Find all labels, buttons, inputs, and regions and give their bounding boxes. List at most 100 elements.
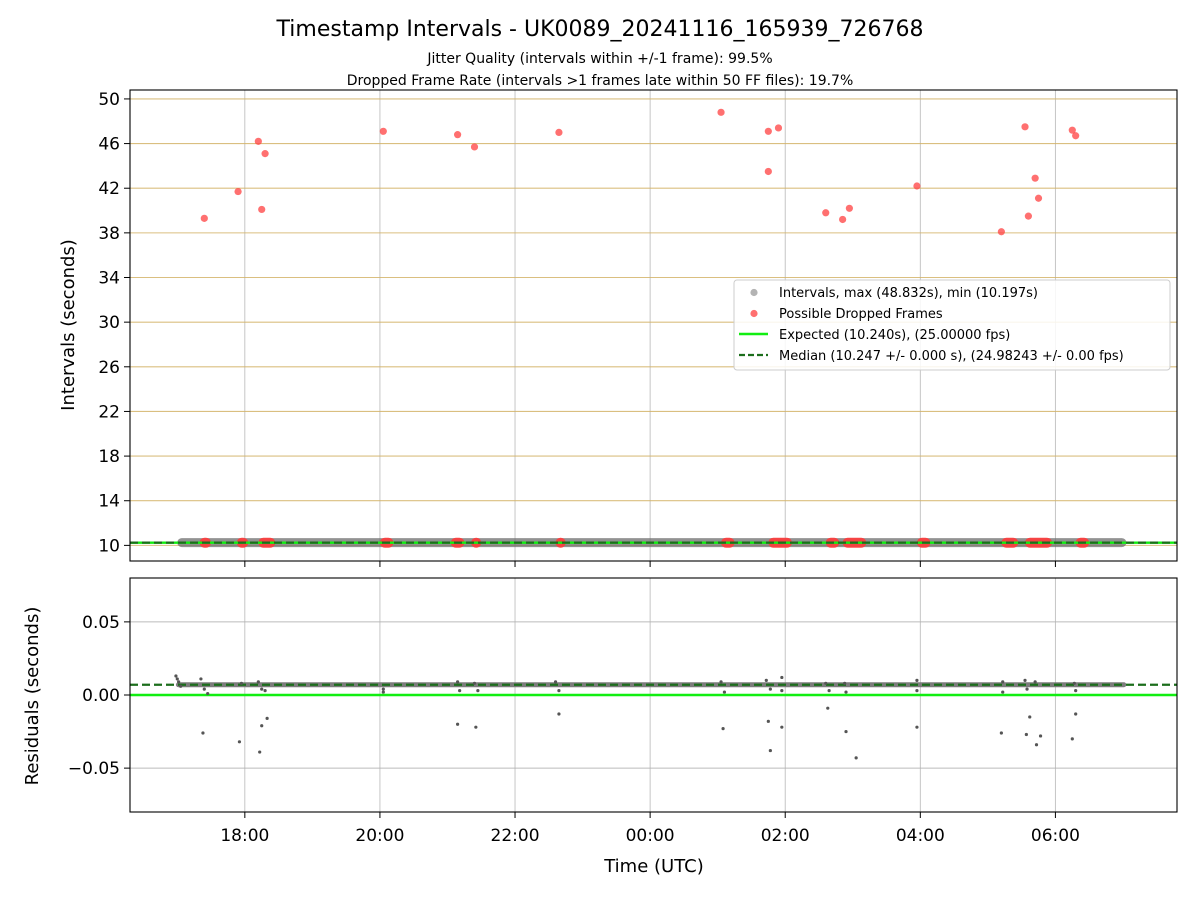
y-tick-label: 38 xyxy=(98,224,120,244)
x-tick-label: 02:00 xyxy=(761,826,810,846)
y-tick-label: 46 xyxy=(98,135,120,155)
residual-point xyxy=(780,689,784,693)
residual-point xyxy=(1001,680,1005,684)
dropped-frame-point xyxy=(234,187,242,196)
y-tick-label: 22 xyxy=(98,402,120,422)
residual-point xyxy=(766,719,770,723)
residual-point xyxy=(381,687,385,691)
residual-point xyxy=(177,680,181,684)
residual-point xyxy=(999,731,1003,735)
residual-point xyxy=(843,681,847,685)
dropped-frame-point xyxy=(454,131,462,139)
residual-point xyxy=(844,690,848,694)
dropped-frame-point xyxy=(764,127,772,135)
bottom-plot-area xyxy=(130,674,1177,760)
residual-point xyxy=(381,690,385,694)
residual-point xyxy=(915,689,919,693)
top-axes-frame xyxy=(129,89,1178,562)
residual-point xyxy=(472,681,477,685)
y-tick-label: 10 xyxy=(98,536,120,556)
residual-point xyxy=(1025,687,1029,691)
dropped-frame-point xyxy=(839,215,847,224)
dropped-frame-point xyxy=(379,127,387,135)
legend-entry-label: Median (10.247 +/- 0.000 s), (24.98243 +… xyxy=(779,349,1124,364)
residual-point xyxy=(263,689,267,693)
residual-point xyxy=(557,712,561,716)
residual-point xyxy=(239,681,244,685)
residual-point xyxy=(780,725,784,729)
y-tick-label: 30 xyxy=(98,313,120,333)
x-tick-label: 20:00 xyxy=(355,826,404,846)
y-tick-label: 14 xyxy=(98,492,120,512)
residual-point xyxy=(722,690,727,694)
dropped-frame-point xyxy=(1024,212,1032,220)
y-tick-label: 26 xyxy=(98,358,120,378)
chart-subtitle-dropped: Dropped Frame Rate (intervals >1 frames … xyxy=(347,73,854,89)
top-plot-area xyxy=(130,108,1177,548)
dropped-frame-point xyxy=(1021,123,1029,131)
top-y-axis-label: Intervals (seconds) xyxy=(58,239,79,411)
residual-point xyxy=(265,716,269,721)
legend: Intervals, max (48.832s), min (10.197s) P… xyxy=(733,279,1171,371)
residual-point xyxy=(719,680,723,684)
legend-entry-label: Intervals, max (48.832s), min (10.197s) xyxy=(779,286,1038,301)
residual-point xyxy=(456,722,460,726)
residual-point xyxy=(1023,678,1027,682)
dropped-frame-point xyxy=(254,137,262,145)
residual-point xyxy=(174,674,178,678)
dropped-frame-point xyxy=(822,209,830,217)
dropped-frame-point xyxy=(774,124,783,132)
bottom-y-axis-label: Residuals (seconds) xyxy=(22,607,43,786)
x-axis-label: Time (UTC) xyxy=(603,856,704,877)
legend-entry-label: Possible Dropped Frames xyxy=(779,307,943,322)
y-tick-label: 0.00 xyxy=(82,686,120,706)
residual-point xyxy=(1033,680,1037,684)
residual-point xyxy=(826,706,830,710)
dropped-frame-point xyxy=(913,182,921,190)
residuals-panel: 0.05 0.00 −0.05 18:00 20:00 22:00 00:00 02:00 04… xyxy=(68,577,1178,846)
dropped-frame-point xyxy=(258,205,266,214)
y-tick-label: 18 xyxy=(98,447,120,467)
residual-point xyxy=(1034,743,1039,747)
chart-subtitle-jitter: Jitter Quality (intervals within +/-1 fr… xyxy=(426,51,772,67)
residual-point xyxy=(827,689,831,693)
intervals-panel: 10 14 18 22 26 30 34 38 42 46 50 xyxy=(98,89,1178,567)
residual-point xyxy=(915,678,919,682)
residual-point xyxy=(175,677,179,681)
residual-point xyxy=(1074,712,1078,716)
residual-point xyxy=(1024,732,1028,737)
dropped-frame-point xyxy=(200,214,208,222)
x-tick-label: 18:00 xyxy=(220,826,269,846)
residual-point xyxy=(780,675,784,680)
residual-point xyxy=(237,740,242,744)
dropped-frame-point xyxy=(261,150,269,158)
residual-point xyxy=(202,687,206,691)
legend-marker-intervals xyxy=(750,288,758,297)
residual-point xyxy=(456,680,460,684)
dropped-frame-point xyxy=(555,128,563,137)
legend-box xyxy=(733,279,1171,371)
y-tick-label: 0.05 xyxy=(82,613,120,633)
residual-point xyxy=(260,687,264,691)
residual-point xyxy=(553,680,558,684)
residual-point xyxy=(1001,690,1005,694)
dropped-frame-point xyxy=(1072,132,1080,140)
y-tick-label: −0.05 xyxy=(68,759,120,779)
dropped-frame-point xyxy=(997,228,1005,236)
residual-point xyxy=(854,756,858,760)
residual-point xyxy=(458,689,462,693)
legend-marker-dropped xyxy=(750,309,758,318)
residual-point xyxy=(844,729,848,734)
y-tick-label: 42 xyxy=(98,179,120,199)
dropped-frame-point xyxy=(717,108,725,116)
residual-point xyxy=(179,684,183,688)
residual-point xyxy=(768,748,772,753)
residual-point xyxy=(476,689,480,693)
residual-point xyxy=(258,750,262,754)
residual-point xyxy=(474,725,478,729)
residual-point xyxy=(206,691,210,696)
y-tick-label: 50 xyxy=(98,90,120,110)
residual-point xyxy=(1072,681,1076,685)
x-tick-label: 22:00 xyxy=(491,826,540,846)
dropped-frame-point xyxy=(1068,126,1076,134)
